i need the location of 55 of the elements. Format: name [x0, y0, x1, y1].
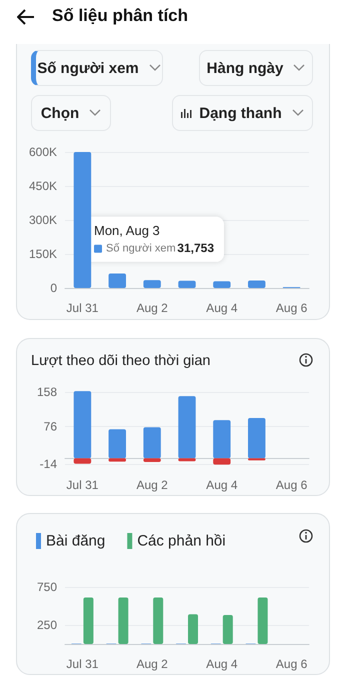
x-tick-label: Aug 4	[206, 478, 238, 492]
legend-label: Các phản hồi	[137, 532, 226, 550]
x-tick-label: Jul 31	[66, 657, 99, 671]
text: Số người xem	[37, 60, 139, 76]
y-tick-label: 450K	[28, 179, 57, 193]
bar	[143, 427, 161, 458]
y-tick-label: 300K	[28, 213, 57, 227]
bar	[248, 418, 266, 458]
bar	[153, 597, 164, 644]
x-tick-label: Aug 6	[276, 657, 308, 671]
data-label: 31,753	[177, 240, 214, 255]
bar	[74, 391, 92, 458]
x-tick-label: Jul 31	[66, 478, 99, 492]
chart-title: Số liệu phân tích	[52, 6, 188, 26]
bar	[143, 458, 161, 462]
x-tick-label: Aug 4	[206, 657, 238, 671]
y-tick-label: 76	[44, 419, 58, 434]
bar	[108, 273, 126, 288]
y-tick-label: 158	[36, 384, 58, 399]
bar	[74, 458, 92, 464]
x-tick-label: Aug 6	[276, 478, 308, 492]
bar	[83, 597, 94, 644]
bar	[188, 614, 198, 644]
legend-label: Số người xem	[106, 242, 176, 254]
chart-title: Lượt theo dõi theo thời gian	[31, 353, 210, 369]
y-tick-label: 600K	[28, 145, 57, 159]
y-tick-label: -14	[40, 457, 58, 472]
bar	[74, 152, 92, 288]
bar	[213, 281, 231, 288]
bar	[222, 615, 233, 644]
x-tick-label: Aug 2	[136, 478, 168, 492]
x-tick-label: Aug 2	[136, 657, 168, 671]
x-tick-label: Aug 2	[136, 301, 168, 315]
y-tick-label: 250	[36, 618, 58, 632]
bar	[108, 458, 126, 462]
y-tick-label: 0	[50, 281, 58, 295]
y-tick-label: 750	[36, 580, 58, 594]
bar	[143, 280, 161, 288]
bar	[213, 420, 231, 458]
bar	[258, 597, 268, 644]
bar	[248, 280, 266, 288]
bar	[118, 597, 128, 644]
text: Chọn	[40, 104, 80, 122]
bar	[108, 429, 126, 458]
text: Dạng thanh	[199, 104, 282, 122]
legend-label: Bài đăng	[46, 532, 106, 550]
x-tick-label: Aug 4	[206, 301, 238, 315]
bar	[178, 396, 196, 458]
x-tick-label: Jul 31	[66, 301, 99, 315]
bar	[213, 458, 231, 465]
annotation: Mon, Aug 3	[94, 222, 160, 238]
x-tick-label: Aug 6	[276, 301, 308, 315]
text: Hàng ngày	[206, 60, 284, 76]
bar	[178, 280, 196, 288]
y-tick-label: 150K	[28, 247, 57, 261]
